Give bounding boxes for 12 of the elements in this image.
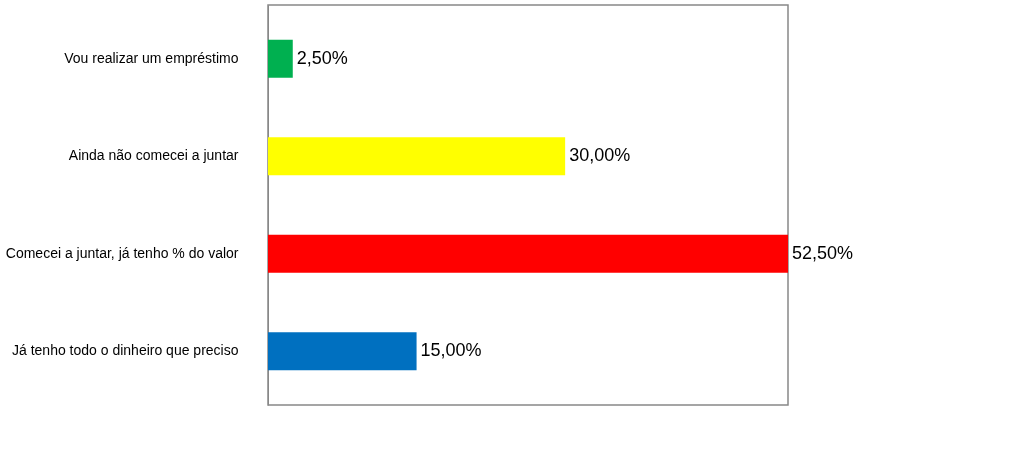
data-label: 52,50% <box>792 242 854 263</box>
y-tick-label: Ainda não comecei a juntar <box>68 147 239 164</box>
bar <box>268 234 788 273</box>
data-label: 15,00% <box>420 340 482 361</box>
bar <box>268 137 566 176</box>
y-tick-label: Vou realizar um empréstimo <box>64 49 239 66</box>
bar <box>268 332 417 371</box>
bar <box>268 39 293 78</box>
data-label: 30,00% <box>569 145 631 166</box>
y-tick-label: Comecei a juntar, já tenho % do valor <box>5 244 239 261</box>
data-label: 2,50% <box>296 47 348 68</box>
y-tick-label: Já tenho todo o dinheiro que preciso <box>12 342 239 359</box>
